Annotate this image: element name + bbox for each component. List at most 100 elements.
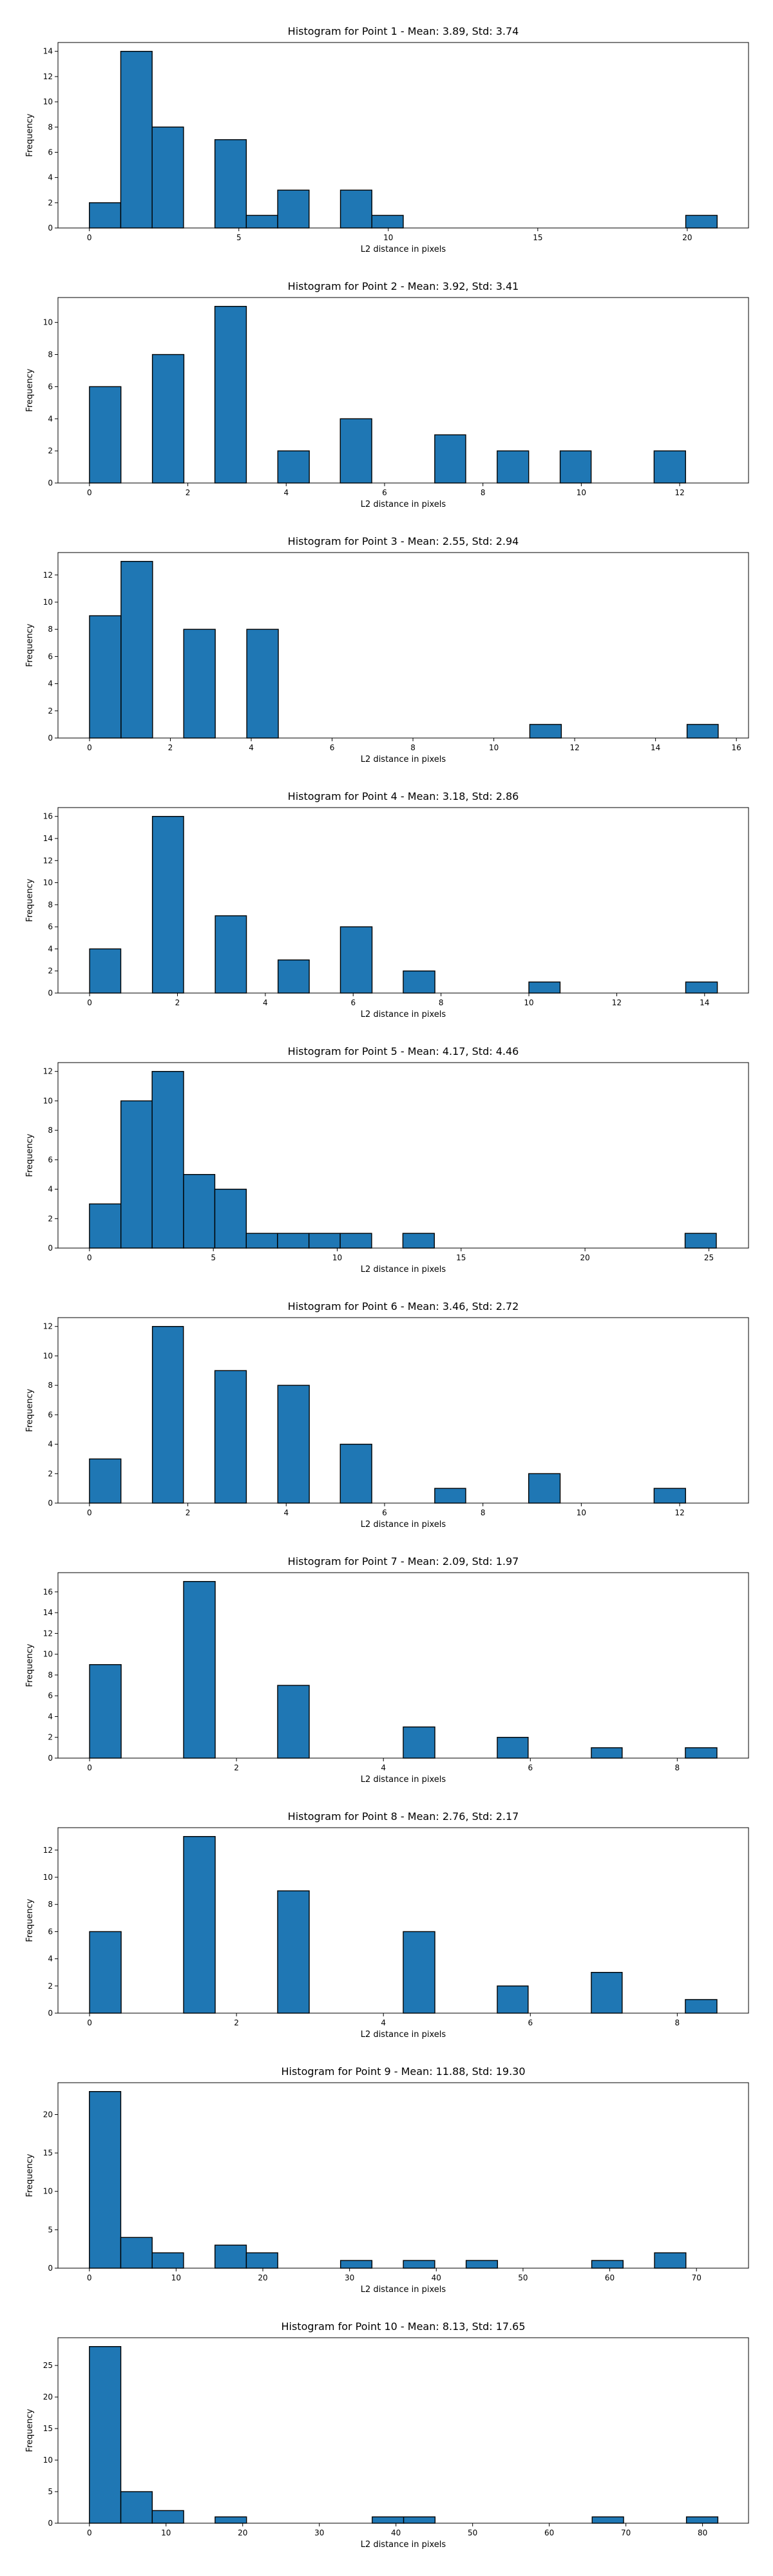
x-tick-label: 10 [383,233,393,242]
y-tick-label: 20 [43,2392,53,2401]
x-tick-label: 50 [518,2273,528,2282]
histogram-bar [402,1233,435,1249]
y-tick-label: 10 [43,2187,53,2196]
y-tick-label: 16 [43,812,53,821]
y-axis-label: Frequency [25,1643,35,1687]
x-axis-label: L2 distance in pixels [361,2030,446,2040]
plot-frame [57,1317,749,1504]
x-tick-label: 8 [410,743,415,752]
histogram-bar [151,816,184,994]
histogram-bar [245,1233,278,1249]
x-tick-label: 0 [87,488,92,497]
y-tick-label: 14 [43,834,53,843]
y-tick-label: 4 [48,1712,53,1721]
x-tick-label: 10 [332,1253,342,1262]
y-tick-label: 4 [48,1955,53,1964]
chart-title: Histogram for Point 3 - Mean: 2.55, Std:… [288,535,519,547]
x-tick-label: 0 [87,233,92,242]
x-tick-label: 25 [704,1253,714,1262]
y-tick-label: 10 [43,598,53,607]
x-tick-label: 6 [382,1508,387,1517]
y-tick-label: 8 [48,1671,53,1680]
y-axis-label: Frequency [25,2154,35,2197]
y-axis-label: Frequency [25,368,35,412]
x-tick-label: 40 [432,2273,441,2282]
y-tick-label: 0 [48,478,53,488]
chart-title: Histogram for Point 7 - Mean: 2.09, Std:… [288,1555,519,1567]
histogram-bar [434,1488,466,1504]
histogram-bar [245,214,278,229]
y-tick-label: 15 [43,2424,53,2433]
histogram-bar [653,1488,686,1504]
y-axis-label: Frequency [25,1133,35,1177]
histogram-bar [89,948,122,994]
histogram-bar [120,2237,153,2269]
histogram-bar [214,1370,247,1504]
x-tick-label: 0 [87,998,92,1007]
y-tick-label: 10 [43,1650,53,1659]
y-tick-label: 6 [48,1927,53,1936]
histogram-bar [151,1326,184,1504]
x-axis-label: L2 distance in pixels [361,1775,446,1785]
x-tick-label: 14 [651,743,660,752]
y-tick-label: 2 [48,1214,53,1223]
y-tick-label: 4 [48,944,53,953]
y-tick-label: 14 [43,1608,53,1617]
x-tick-label: 6 [528,1763,533,1772]
y-tick-label: 4 [48,1185,53,1194]
histogram-bar [403,2260,435,2269]
histogram-bar [686,724,719,739]
x-tick-label: 12 [612,998,622,1007]
y-tick-label: 4 [48,679,53,688]
y-tick-label: 8 [48,122,53,131]
y-tick-label: 4 [48,1440,53,1449]
y-tick-label: 8 [48,625,53,634]
histogram-bar [685,2516,719,2524]
histogram-bar [591,1747,623,1759]
y-tick-label: 4 [48,414,53,423]
x-tick-label: 6 [382,488,387,497]
histogram-bar [89,386,122,484]
histogram-bar [339,926,373,994]
x-tick-label: 20 [258,2273,267,2282]
x-tick-label: 15 [456,1253,466,1262]
y-axis-label: Frequency [25,1899,35,1942]
histogram-panel-10: Histogram for Point 10 - Mean: 8.13, Std… [25,2320,749,2550]
y-tick-label: 2 [48,1469,53,1478]
y-tick-label: 2 [48,1982,53,1991]
x-tick-label: 0 [87,2018,92,2027]
x-tick-label: 8 [675,2018,680,2027]
x-tick-label: 40 [391,2528,401,2537]
y-tick-label: 12 [43,571,53,580]
y-tick-label: 6 [48,922,53,931]
histogram-bar [89,2346,122,2524]
histogram-bar [591,1972,623,2014]
histogram-bar [215,915,247,994]
x-tick-label: 70 [621,2528,631,2537]
histogram-bar [591,2516,624,2524]
histogram-panel-8: Histogram for Point 8 - Mean: 2.76, Std:… [25,1810,749,2040]
histogram-bar [339,2260,373,2269]
x-tick-label: 10 [577,1508,586,1517]
histogram-panel-2: Histogram for Point 2 - Mean: 3.92, Std:… [25,280,749,509]
x-tick-label: 10 [171,2273,181,2282]
histogram-bar [214,1188,247,1249]
x-tick-label: 8 [481,488,486,497]
x-tick-label: 20 [682,233,692,242]
x-tick-label: 14 [700,998,709,1007]
histogram-bar [685,1747,718,1759]
y-tick-label: 6 [48,1691,53,1700]
x-axis-label: L2 distance in pixels [361,1010,446,1019]
histogram-bar [277,1233,310,1249]
chart-title: Histogram for Point 1 - Mean: 3.89, Std:… [288,25,519,37]
x-tick-label: 20 [238,2528,247,2537]
x-tick-label: 60 [544,2528,554,2537]
histogram-panel-9: Histogram for Point 9 - Mean: 11.88, Std… [25,2065,749,2295]
y-tick-label: 12 [43,1846,53,1855]
chart-title: Histogram for Point 5 - Mean: 4.17, Std:… [288,1045,519,1057]
histogram-bar [403,2516,436,2524]
y-tick-label: 6 [48,382,53,391]
y-tick-label: 12 [43,1067,53,1076]
histogram-bar [183,1836,216,2014]
